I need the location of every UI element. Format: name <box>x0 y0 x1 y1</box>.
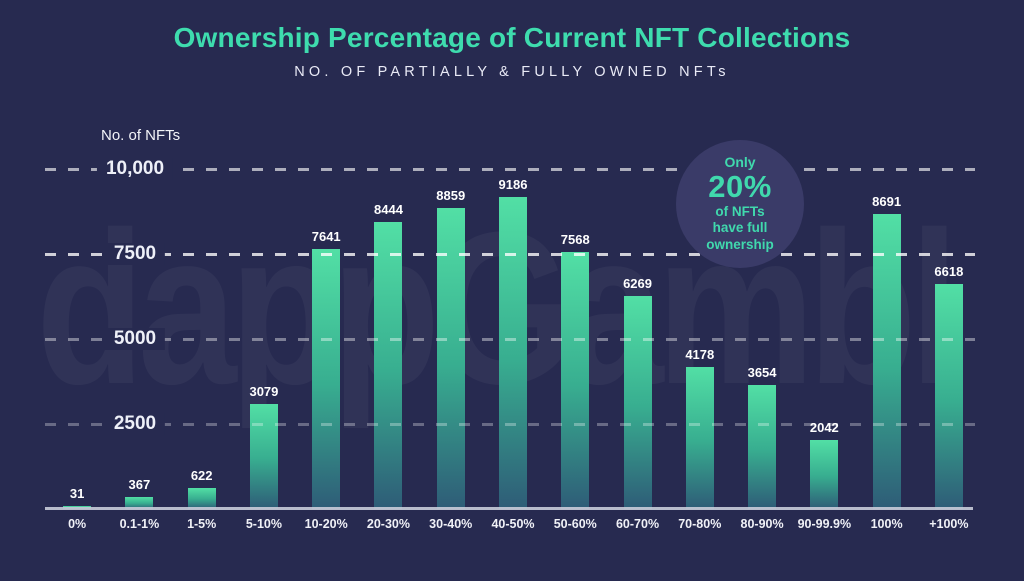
bar-column: 9186 <box>482 140 544 509</box>
chart-title: Ownership Percentage of Current NFT Coll… <box>173 22 851 53</box>
y-axis-title: No. of NFTs <box>101 127 181 144</box>
bar-column: 2042 <box>793 140 855 509</box>
x-axis-line <box>45 507 973 510</box>
bar <box>498 197 527 509</box>
x-tick-label: 5-10% <box>245 517 282 531</box>
bar <box>561 252 590 509</box>
badge-intro-text: Only <box>724 153 756 170</box>
bar-column: 8444 <box>357 140 419 509</box>
bar <box>810 440 839 509</box>
x-tick-label: 30-40% <box>429 517 473 531</box>
badge-caption-line: of NFTs <box>715 203 765 219</box>
bar-value-label: 6269 <box>623 276 652 291</box>
bar-value-label: 7641 <box>311 229 341 244</box>
bar-value-label: 3654 <box>747 365 777 380</box>
x-tick-label: 90-99.9% <box>797 517 852 531</box>
bar-value-label: 8444 <box>374 202 403 217</box>
x-tick-label: 80-90% <box>740 517 784 531</box>
bar-column: 3654 <box>731 140 793 509</box>
ownership-callout-badge: Only 20% of NFTs have full ownership <box>676 140 804 268</box>
x-tick-label: 0% <box>68 517 87 531</box>
bar <box>374 222 403 509</box>
x-tick-label: 0.1-1% <box>119 517 160 531</box>
x-tick-label: 10-20% <box>304 517 348 531</box>
y-tick-label: 10,000 <box>96 158 174 180</box>
bar <box>249 404 278 509</box>
bar <box>623 296 652 509</box>
bar-column: 367 <box>108 140 170 509</box>
x-tick-label: 100% <box>870 517 903 531</box>
bar <box>685 367 714 509</box>
x-tick-label: 40-50% <box>491 517 535 531</box>
x-tick-label: 50-60% <box>553 517 597 531</box>
x-tick-label: 1-5% <box>187 517 217 531</box>
bar <box>125 497 154 509</box>
y-tick-label: 5000 <box>104 328 166 350</box>
y-tick-label: 7500 <box>104 243 166 265</box>
bar <box>934 284 963 509</box>
bar-value-label: 2042 <box>809 420 839 435</box>
bar-column: 7568 <box>544 140 606 509</box>
x-axis-labels: 0% 0.1-1% 1-5% 5-10% 10-20% 20-30% 30-40% 40-50… <box>46 517 980 531</box>
bar-value-label: 3079 <box>249 384 279 399</box>
bar <box>748 385 777 509</box>
bar-column: 7641 <box>295 140 357 509</box>
bar-column: 6618 <box>918 140 980 509</box>
x-tick-label: 20-30% <box>366 517 410 531</box>
bar <box>312 249 341 509</box>
bars-layer: 31 367 622 3079 7641 8444 8859 9186 7568 6269 4178… <box>46 140 980 509</box>
bar-column: 8691 <box>855 140 917 509</box>
bar-column: 6269 <box>606 140 668 509</box>
bar-value-label: 9186 <box>498 177 528 192</box>
bar-value-label: 7568 <box>560 232 590 247</box>
bar-value-label: 367 <box>128 477 151 492</box>
bar-value-label: 622 <box>190 468 213 483</box>
bar-value-label: 6618 <box>934 264 964 279</box>
bar-column: 4178 <box>669 140 731 509</box>
badge-caption-line: ownership <box>706 236 774 252</box>
bar-column: 31 <box>46 140 108 509</box>
x-tick-label: 70-80% <box>678 517 722 531</box>
bar-value-label: 4178 <box>685 347 715 362</box>
bar-column: 3079 <box>233 140 295 509</box>
chart-subtitle: NO. OF PARTIALLY & FULLY OWNED NFTs <box>294 64 730 80</box>
bar <box>187 488 216 509</box>
badge-caption-line: have full <box>712 220 768 236</box>
bar <box>436 208 465 509</box>
y-tick-label: 2500 <box>104 413 166 435</box>
bar-value-label: 8691 <box>872 194 902 209</box>
bar-column: 8859 <box>420 140 482 509</box>
x-tick-label: 60-70% <box>615 517 660 531</box>
bar-value-label: 8859 <box>436 188 466 203</box>
bar-column: 622 <box>171 140 233 509</box>
badge-stat-value: 20% <box>708 169 772 205</box>
bar <box>872 214 901 509</box>
x-tick-label: +100% <box>929 517 969 531</box>
bar-value-label: 31 <box>69 486 85 501</box>
